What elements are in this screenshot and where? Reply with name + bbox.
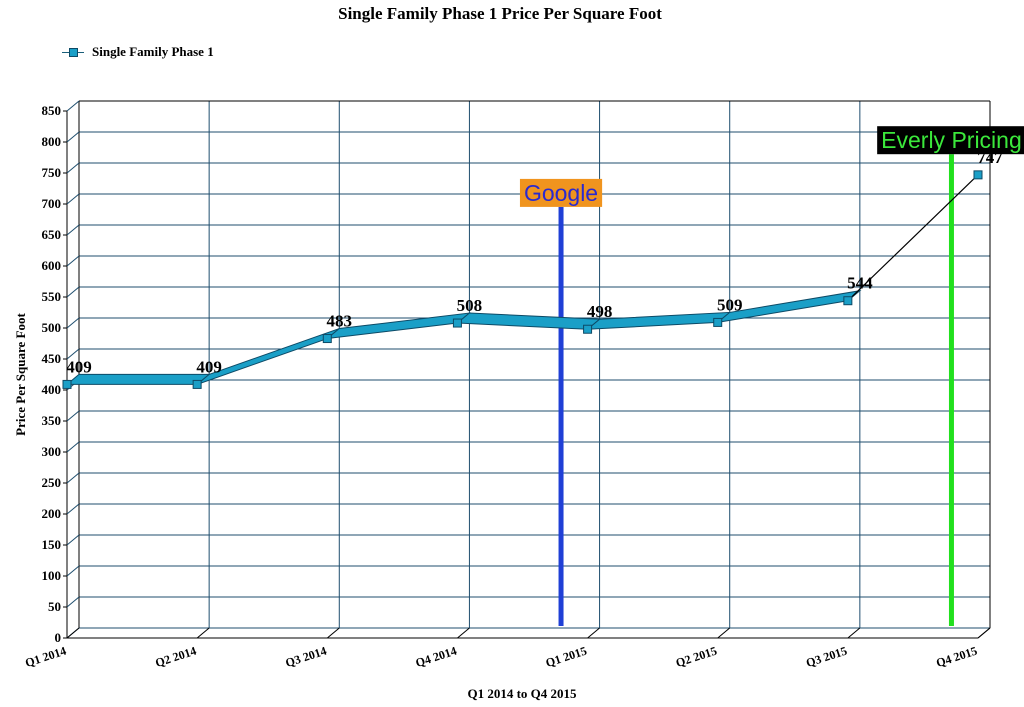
data-label: 508 xyxy=(457,296,483,315)
x-tick-label: Q2 2015 xyxy=(674,644,719,670)
data-point xyxy=(322,334,332,344)
y-tick-label: 550 xyxy=(42,289,62,304)
y-tick-label: 800 xyxy=(42,134,62,149)
y-tick-label: 400 xyxy=(42,382,62,397)
y-tick-label: 650 xyxy=(42,227,62,242)
data-label: 498 xyxy=(587,302,613,321)
gridline-wall xyxy=(66,348,80,360)
x-tick-label: Q1 2014 xyxy=(23,644,68,670)
annotation-label: Google xyxy=(524,180,598,206)
gridline-wall xyxy=(66,255,80,267)
x-tick-label: Q4 2014 xyxy=(414,644,459,670)
gridline-wall xyxy=(66,317,80,329)
y-tick-label: 50 xyxy=(48,599,61,614)
chart-title: Single Family Phase 1 Price Per Square F… xyxy=(338,4,662,23)
data-point xyxy=(452,318,462,328)
data-point xyxy=(713,317,723,327)
y-tick-label: 500 xyxy=(42,320,62,335)
gridline-wall xyxy=(66,596,80,608)
floor-tick xyxy=(196,627,210,639)
annotation-label: Everly Pricing xyxy=(881,127,1022,153)
x-tick-label: Q4 2015 xyxy=(934,644,979,670)
floor-tick xyxy=(326,627,340,639)
y-tick-label: 0 xyxy=(55,630,62,645)
x-axis-title: Q1 2014 to Q4 2015 xyxy=(467,686,577,701)
y-tick-label: 150 xyxy=(42,537,62,552)
x-tick-label: Q1 2015 xyxy=(544,644,589,670)
y-tick-label: 450 xyxy=(42,351,62,366)
gridline-wall xyxy=(66,193,80,205)
data-label: 509 xyxy=(717,295,743,314)
x-tick-label: Q3 2014 xyxy=(284,644,329,670)
y-tick-label: 700 xyxy=(42,196,62,211)
annotation-label-bg xyxy=(519,178,603,207)
annotation-label-bg xyxy=(877,126,1024,155)
y-tick-label: 250 xyxy=(42,475,62,490)
data-label: 483 xyxy=(327,312,353,331)
gridline-wall xyxy=(66,410,80,422)
y-tick-label: 750 xyxy=(42,165,62,180)
data-point xyxy=(973,170,983,180)
series-segment xyxy=(715,289,862,324)
series-segment xyxy=(456,312,601,330)
y-tick-label: 100 xyxy=(42,568,62,583)
floor-tick xyxy=(66,627,80,639)
data-label: 409 xyxy=(196,357,222,376)
floor-tick xyxy=(457,627,470,639)
floor-tick xyxy=(587,627,600,639)
y-tick-label: 600 xyxy=(42,258,62,273)
data-label: 409 xyxy=(66,357,92,376)
legend: Single Family Phase 1 xyxy=(62,44,214,60)
data-label: 544 xyxy=(847,274,873,293)
gridline-wall xyxy=(66,286,80,298)
y-tick-label: 300 xyxy=(42,444,62,459)
floor-tick xyxy=(847,627,861,639)
y-tick-label: 200 xyxy=(42,506,62,521)
data-point xyxy=(62,379,72,389)
floor-tick xyxy=(977,627,991,639)
series-ribbon xyxy=(65,174,979,385)
x-tick-label: Q2 2014 xyxy=(153,644,198,670)
gridline-wall xyxy=(66,534,80,546)
x-tick-label: Q3 2015 xyxy=(804,644,849,670)
legend-label: Single Family Phase 1 xyxy=(92,44,214,59)
y-axis-title: Price Per Square Foot xyxy=(13,313,28,436)
grid xyxy=(66,100,991,639)
gridline-wall xyxy=(66,100,80,112)
gridline-wall xyxy=(66,472,80,484)
gridline-wall xyxy=(66,441,80,453)
data-point xyxy=(843,296,853,306)
series-segment xyxy=(847,174,979,302)
data-point xyxy=(583,324,593,334)
y-tick-label: 350 xyxy=(42,413,62,428)
gridline-wall xyxy=(66,503,80,515)
data-point xyxy=(192,379,202,389)
floor-tick xyxy=(717,627,731,639)
legend-marker-icon xyxy=(62,46,84,58)
gridline-wall xyxy=(66,224,80,236)
gridline-wall xyxy=(66,565,80,577)
y-tick-label: 850 xyxy=(42,103,62,118)
gridline-wall xyxy=(66,131,80,143)
gridline-wall xyxy=(66,162,80,174)
